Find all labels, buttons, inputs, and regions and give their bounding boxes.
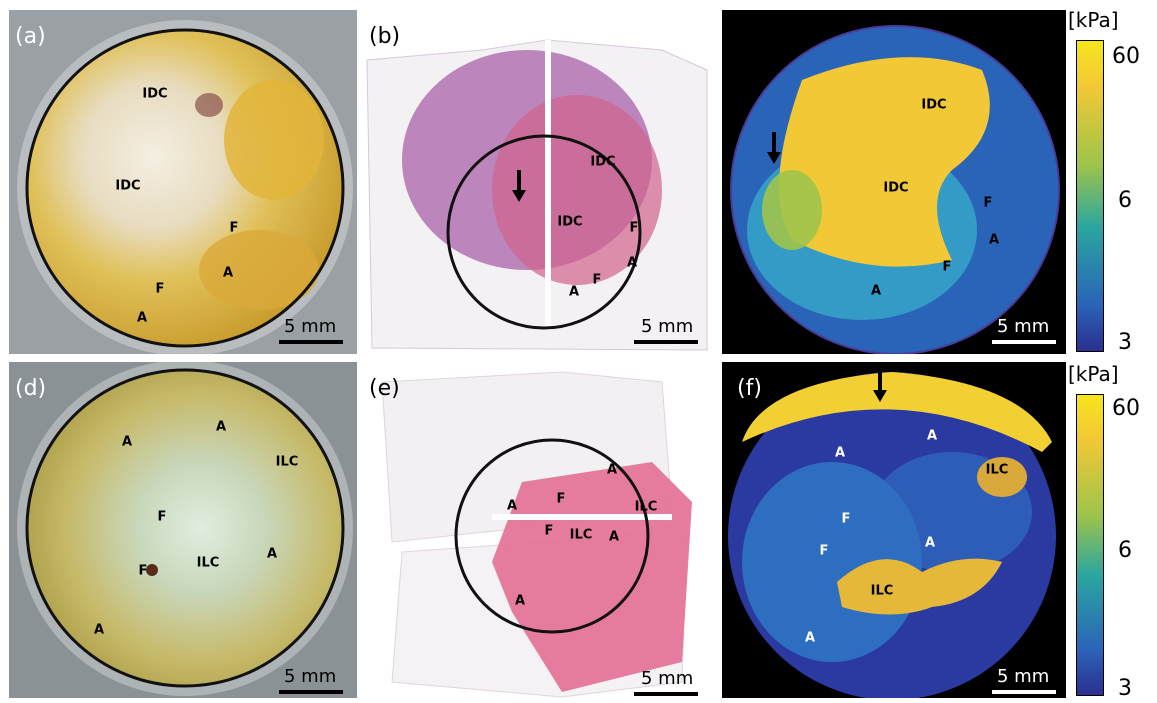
panel-e-image [362,362,712,698]
region-label: ILC [634,499,658,515]
region-label: F [942,259,952,275]
panel-a-image [9,10,357,354]
panel-b-histology [362,10,712,354]
colorbar-unit: [kPa] [1068,8,1119,32]
colorbar-tick: 6 [1118,188,1132,213]
colorbar-tick: 6 [1118,538,1132,563]
region-label: IDC [142,86,168,102]
region-label: IDC [921,97,947,113]
panel-d-label: (d) [15,376,47,401]
region-label: A [606,462,618,478]
region-label: A [608,529,620,545]
region-label: F [841,511,851,527]
scale-bar [279,690,343,694]
panel-c-elastogram [722,10,1066,354]
region-label: F [629,220,639,236]
panel-a-photo [9,10,357,354]
scale-bar [634,692,698,696]
scale-label: 5 mm [284,666,337,687]
scale-label: 5 mm [997,316,1050,337]
panel-e-histology [362,362,712,698]
panel-e-label: (e) [369,376,400,401]
colorbar-tick: 60 [1112,396,1140,421]
scale-bar [634,340,698,344]
region-label: IDC [115,178,141,194]
region-label: A [266,546,278,562]
region-label: A [926,428,938,444]
scale-label: 5 mm [997,666,1050,687]
colorbar-gradient [1076,394,1104,696]
region-label: F [155,281,165,297]
region-label: F [592,272,602,288]
scale-bar [279,340,343,344]
region-label: F [819,543,829,559]
region-label: F [544,523,554,539]
region-label: A [834,445,846,461]
colorbar-tick: 60 [1112,44,1140,69]
panel-f-image [722,362,1066,698]
region-label: F [556,491,566,507]
region-label: A [222,265,234,281]
region-label: A [988,232,1000,248]
region-label: ILC [870,583,894,599]
region-label: A [568,284,580,300]
region-label: ILC [569,527,593,543]
region-label: ILC [985,462,1009,478]
panel-b-label: (b) [369,24,401,49]
arrow-icon [873,370,887,402]
region-label: A [626,255,638,271]
region-label: A [215,419,227,435]
panel-c-label: (c) [737,24,767,49]
region-label: A [136,310,148,326]
region-label: F [983,195,993,211]
region-label: ILC [275,454,299,470]
colorbar-tick: 3 [1118,676,1132,701]
region-label: IDC [590,154,616,170]
panel-c-image [722,10,1066,354]
region-label: A [93,622,105,638]
colorbar-unit: [kPa] [1068,362,1119,386]
region-label: A [870,283,882,299]
arrow-icon [767,132,781,164]
panel-f-elastogram [722,362,1066,698]
scale-label: 5 mm [284,316,337,337]
scale-label: 5 mm [641,668,694,689]
region-label: A [804,630,816,646]
panel-a-label: (a) [15,24,46,49]
colorbar-tick: 3 [1118,330,1132,355]
region-label: A [121,434,133,450]
region-label: IDC [557,214,583,230]
region-label: IDC [883,180,909,196]
panel-f-label: (f) [737,376,762,401]
region-label: F [138,563,148,579]
scale-label: 5 mm [641,316,694,337]
panel-d-image [9,362,357,698]
region-label: F [157,509,167,525]
region-label: A [924,535,936,551]
region-label: ILC [196,555,220,571]
panel-b-image [362,10,712,354]
arrow-icon [512,170,526,202]
region-label: A [506,498,518,514]
region-label: F [229,220,239,236]
colorbar-gradient [1076,40,1104,352]
region-label: A [514,593,526,609]
panel-d-photo [9,362,357,698]
scale-bar [992,690,1056,694]
scale-bar [992,340,1056,344]
